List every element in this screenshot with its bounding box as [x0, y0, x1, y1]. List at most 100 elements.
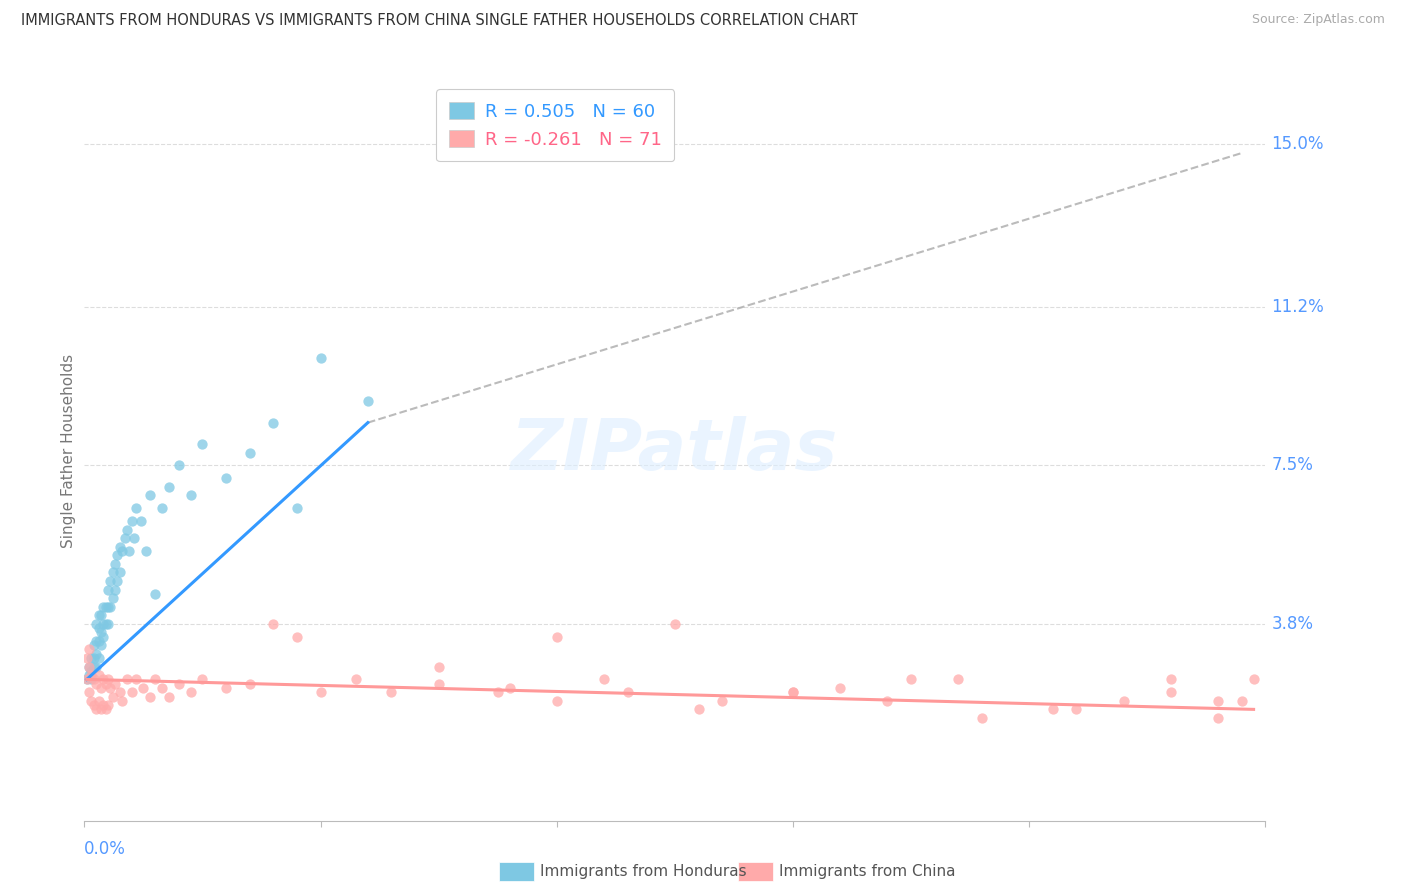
Point	[84, 616, 107, 631]
Point	[94, 676, 117, 690]
Point	[91, 630, 114, 644]
Text: ZIPatlas: ZIPatlas	[512, 416, 838, 485]
Point	[87, 621, 110, 635]
Point	[118, 544, 141, 558]
Point	[215, 681, 238, 695]
Point	[84, 647, 107, 661]
Point	[782, 685, 804, 699]
Point	[90, 681, 112, 695]
Point	[121, 514, 143, 528]
Point	[94, 702, 117, 716]
Point	[191, 673, 214, 687]
Point	[97, 599, 120, 614]
Point	[132, 681, 155, 695]
Point	[180, 685, 202, 699]
Point	[309, 351, 332, 366]
Point	[1206, 694, 1229, 708]
Point	[239, 445, 262, 459]
Y-axis label: Single Father Households: Single Father Households	[60, 353, 76, 548]
Point	[139, 690, 162, 704]
Point	[108, 566, 131, 580]
Point	[83, 659, 105, 673]
Point	[80, 664, 103, 678]
Point	[91, 673, 114, 687]
Point	[262, 616, 284, 631]
Text: 3.8%: 3.8%	[1271, 615, 1313, 632]
Point	[498, 681, 520, 695]
Point	[90, 625, 112, 640]
Text: 7.5%: 7.5%	[1271, 457, 1313, 475]
Point	[108, 540, 131, 554]
Point	[143, 673, 166, 687]
Point	[87, 608, 110, 623]
Point	[546, 694, 568, 708]
Point	[84, 633, 107, 648]
Point	[129, 514, 152, 528]
Point	[77, 659, 100, 673]
Point	[344, 673, 367, 687]
Point	[90, 638, 112, 652]
Point	[239, 676, 262, 690]
Point	[125, 501, 148, 516]
Point	[84, 702, 107, 716]
Point	[101, 591, 124, 606]
Point	[80, 651, 103, 665]
Point	[180, 488, 202, 502]
Point	[309, 685, 332, 699]
Text: 11.2%: 11.2%	[1271, 298, 1324, 316]
Point	[76, 673, 98, 687]
Point	[107, 574, 129, 588]
Point	[616, 685, 638, 699]
Point	[1066, 702, 1088, 716]
Point	[97, 673, 120, 687]
Point	[139, 488, 162, 502]
Point	[357, 394, 380, 409]
Point	[427, 659, 450, 673]
Text: 15.0%: 15.0%	[1271, 136, 1324, 153]
Point	[876, 694, 898, 708]
Point	[83, 638, 105, 652]
Point	[593, 673, 616, 687]
Point	[427, 676, 450, 690]
Point	[285, 630, 308, 644]
Point	[108, 685, 131, 699]
Point	[80, 673, 103, 687]
Text: 0.0%: 0.0%	[84, 840, 127, 858]
Point	[948, 673, 970, 687]
Point	[157, 480, 180, 494]
Point	[76, 673, 98, 687]
Point	[115, 523, 138, 537]
Point	[262, 416, 284, 430]
Point	[87, 694, 110, 708]
Point	[77, 668, 100, 682]
Text: IMMIGRANTS FROM HONDURAS VS IMMIGRANTS FROM CHINA SINGLE FATHER HOUSEHOLDS CORRE: IMMIGRANTS FROM HONDURAS VS IMMIGRANTS F…	[21, 13, 858, 29]
Point	[94, 616, 117, 631]
Point	[77, 659, 100, 673]
Point	[970, 711, 993, 725]
Point	[125, 673, 148, 687]
Point	[157, 690, 180, 704]
Point	[98, 599, 121, 614]
Point	[97, 582, 120, 597]
Point	[77, 642, 100, 657]
Point	[115, 673, 138, 687]
Point	[104, 582, 127, 597]
Point	[80, 668, 103, 682]
Point	[900, 673, 922, 687]
Point	[143, 587, 166, 601]
Point	[135, 544, 157, 558]
Point	[1042, 702, 1064, 716]
Text: Immigrants from China: Immigrants from China	[779, 864, 956, 879]
Point	[97, 698, 120, 712]
Point	[830, 681, 852, 695]
Point	[94, 599, 117, 614]
Point	[1243, 673, 1265, 687]
Point	[121, 685, 143, 699]
Point	[83, 673, 105, 687]
Point	[76, 651, 98, 665]
Text: Source: ZipAtlas.com: Source: ZipAtlas.com	[1251, 13, 1385, 27]
Point	[87, 633, 110, 648]
Point	[1112, 694, 1135, 708]
Point	[91, 698, 114, 712]
Point	[711, 694, 734, 708]
